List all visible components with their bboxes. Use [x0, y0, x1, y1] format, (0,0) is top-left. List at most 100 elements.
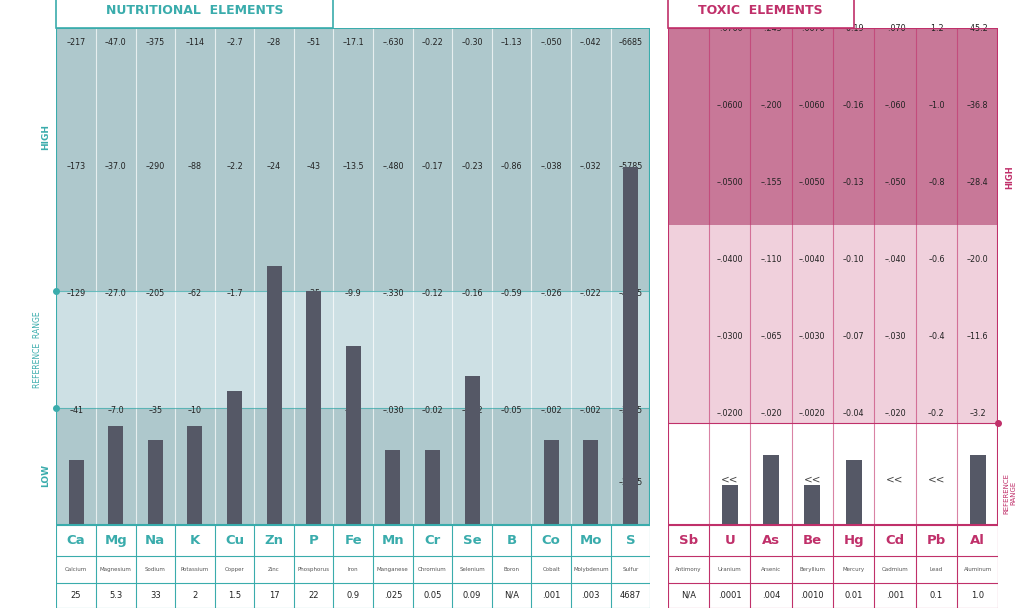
Bar [544, 440, 559, 525]
Text: Mg: Mg [104, 534, 127, 547]
Text: –.030: –.030 [382, 406, 403, 414]
Text: –20: –20 [267, 289, 282, 298]
Text: –11: –11 [306, 478, 321, 487]
Bar [69, 460, 84, 525]
Text: Chromium: Chromium [418, 567, 446, 572]
Text: –.026: –.026 [541, 289, 562, 298]
Bar [109, 426, 123, 525]
Text: –0.4: –0.4 [928, 332, 944, 341]
Text: –.060: –.060 [885, 101, 906, 110]
Text: –1.13: –1.13 [501, 37, 522, 47]
Text: Na: Na [145, 534, 165, 547]
Text: –0.2: –0.2 [928, 409, 945, 418]
Text: LOW: LOW [41, 464, 50, 487]
Text: –2.7: –2.7 [226, 37, 243, 47]
Text: –0.16: –0.16 [843, 101, 864, 110]
Bar [147, 440, 163, 525]
Text: Zn: Zn [264, 534, 284, 547]
Text: .0001: .0001 [718, 591, 741, 600]
Text: –47.0: –47.0 [104, 37, 127, 47]
Bar [970, 456, 985, 525]
Text: 33: 33 [150, 591, 161, 600]
Text: Sb: Sb [679, 534, 698, 547]
Text: –2.2: –2.2 [226, 162, 243, 171]
Text: –35: –35 [148, 406, 163, 414]
Text: 25: 25 [71, 591, 81, 600]
Text: Cd: Cd [886, 534, 904, 547]
Bar [805, 485, 820, 525]
Bar [623, 167, 638, 525]
Text: Magnesium: Magnesium [99, 567, 132, 572]
Text: Boron: Boron [504, 567, 519, 572]
Text: –37.0: –37.0 [104, 162, 127, 171]
Text: –.070: –.070 [885, 23, 906, 33]
Text: –.0050: –.0050 [799, 178, 825, 187]
Text: –.0200: –.0200 [717, 409, 743, 418]
Bar [56, 291, 650, 408]
Text: 1.0: 1.0 [971, 591, 984, 600]
Text: .0010: .0010 [801, 591, 824, 600]
Text: <<: << [721, 474, 738, 484]
Text: –0.86: –0.86 [501, 162, 522, 171]
Text: –11.6: –11.6 [967, 332, 988, 341]
Text: –5785: –5785 [618, 162, 643, 171]
Text: REFERENCE  RANGE: REFERENCE RANGE [34, 311, 42, 388]
Text: Calcium: Calcium [65, 567, 87, 572]
Text: –1.0: –1.0 [928, 101, 944, 110]
Text: –1.7: –1.7 [226, 289, 243, 298]
Text: –.050: –.050 [541, 37, 562, 47]
Text: Lead: Lead [930, 567, 943, 572]
Text: NUTRITIONAL  ELEMENTS: NUTRITIONAL ELEMENTS [106, 4, 284, 17]
Bar [668, 28, 998, 225]
Text: –10: –10 [187, 406, 202, 414]
Text: –217: –217 [67, 37, 86, 47]
Text: –0.02: –0.02 [422, 406, 443, 414]
Text: –.330: –.330 [382, 289, 403, 298]
Text: –0.10: –0.10 [843, 255, 864, 264]
Text: U: U [724, 534, 735, 547]
Text: P: P [309, 534, 318, 547]
Text: –.0030: –.0030 [799, 332, 825, 341]
Text: –0.17: –0.17 [422, 162, 443, 171]
Text: –0.12: –0.12 [422, 289, 443, 298]
Text: –28.4: –28.4 [967, 178, 988, 187]
Text: –0.16: –0.16 [462, 289, 482, 298]
Text: .001: .001 [542, 591, 560, 600]
Text: –.0600: –.0600 [717, 101, 743, 110]
Text: <<: << [887, 474, 904, 484]
Text: –0.04: –0.04 [843, 409, 864, 418]
Text: –.0070: –.0070 [799, 23, 825, 33]
Text: N/A: N/A [681, 591, 696, 600]
Text: –88: –88 [187, 162, 202, 171]
Text: K: K [189, 534, 200, 547]
Text: –17.1: –17.1 [342, 37, 365, 47]
Text: Be: Be [803, 534, 822, 547]
Text: –1.2: –1.2 [928, 23, 945, 33]
Text: TOXIC  ELEMENTS: TOXIC ELEMENTS [698, 4, 823, 17]
Text: –0.19: –0.19 [843, 23, 864, 33]
Text: –6685: –6685 [618, 37, 642, 47]
Text: .001: .001 [886, 591, 904, 600]
Text: –8: –8 [269, 478, 279, 487]
Text: –27.0: –27.0 [104, 289, 127, 298]
Text: –375: –375 [145, 37, 165, 47]
Text: –.020: –.020 [760, 409, 781, 418]
Text: .004: .004 [762, 591, 780, 600]
Text: REFERENCE
RANGE: REFERENCE RANGE [1004, 473, 1017, 514]
Text: –0.59: –0.59 [501, 289, 522, 298]
Text: 22: 22 [308, 591, 318, 600]
Text: –.630: –.630 [382, 37, 403, 47]
Text: –4885: –4885 [618, 289, 642, 298]
Text: Hg: Hg [844, 534, 864, 547]
Text: S: S [626, 534, 635, 547]
Text: –205: –205 [145, 289, 165, 298]
Text: –0.05: –0.05 [501, 406, 522, 414]
Text: –0.07: –0.07 [843, 332, 864, 341]
Text: –.0020: –.0020 [799, 409, 825, 418]
Bar [56, 0, 334, 28]
Text: 0.1: 0.1 [930, 591, 943, 600]
Text: HIGH: HIGH [1006, 165, 1015, 188]
Text: –.032: –.032 [580, 162, 602, 171]
Bar [187, 426, 203, 525]
Bar [266, 266, 282, 525]
